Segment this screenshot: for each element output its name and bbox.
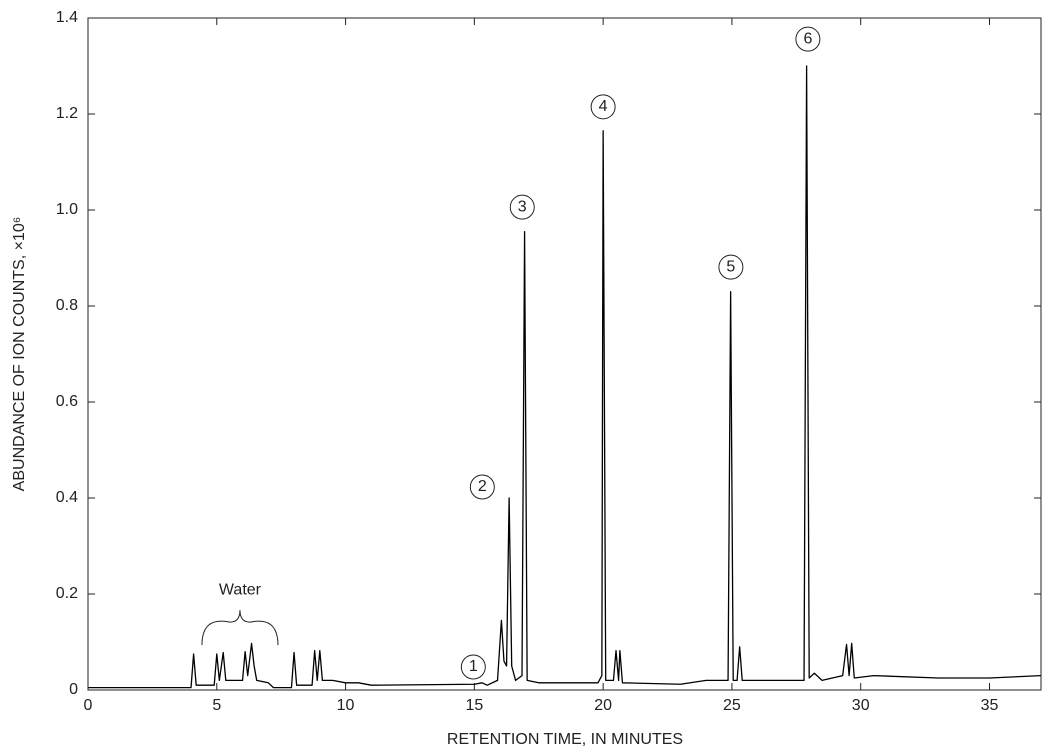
peak-label: 4 <box>599 98 608 115</box>
peak-label: 3 <box>518 198 527 215</box>
x-tick-label: 5 <box>212 697 221 714</box>
x-axis-label: RETENTION TIME, IN MINUTES <box>447 731 683 748</box>
y-tick-label: 1.2 <box>56 105 78 122</box>
peak-label-circle <box>509 194 535 220</box>
peak-label: 2 <box>478 478 487 495</box>
y-tick-label: 0.4 <box>56 489 78 506</box>
annotation: Water <box>219 581 262 598</box>
x-tick-label: 30 <box>852 697 870 714</box>
y-tick-label: 0.2 <box>56 585 78 602</box>
plot-frame <box>87 17 1042 691</box>
peak-label: 1 <box>469 658 478 675</box>
y-tick-label: 0 <box>69 681 78 698</box>
x-tick-label: 25 <box>723 697 741 714</box>
peak-label-circle <box>718 254 744 280</box>
brace <box>201 610 279 646</box>
x-tick-label: 20 <box>594 697 612 714</box>
peak-label-circle <box>590 94 616 120</box>
x-tick-label: 35 <box>981 697 999 714</box>
peak-label-circle <box>795 26 821 52</box>
x-tick-label: 0 <box>84 697 93 714</box>
y-axis-label: ABUNDANCE OF ION COUNTS, ×10⁶ <box>11 217 28 492</box>
y-tick-label: 0.6 <box>56 393 78 410</box>
peak-label: 5 <box>726 258 735 275</box>
x-tick-label: 10 <box>337 697 355 714</box>
peak-label: 6 <box>803 30 812 47</box>
peak-label-circle <box>460 654 486 680</box>
chromatogram-line <box>88 65 1042 689</box>
peak-label-circle <box>469 474 495 500</box>
y-tick-label: 1.0 <box>56 201 78 218</box>
y-tick-label: 1.4 <box>56 9 78 26</box>
x-tick-label: 15 <box>465 697 483 714</box>
y-tick-label: 0.8 <box>56 297 78 314</box>
